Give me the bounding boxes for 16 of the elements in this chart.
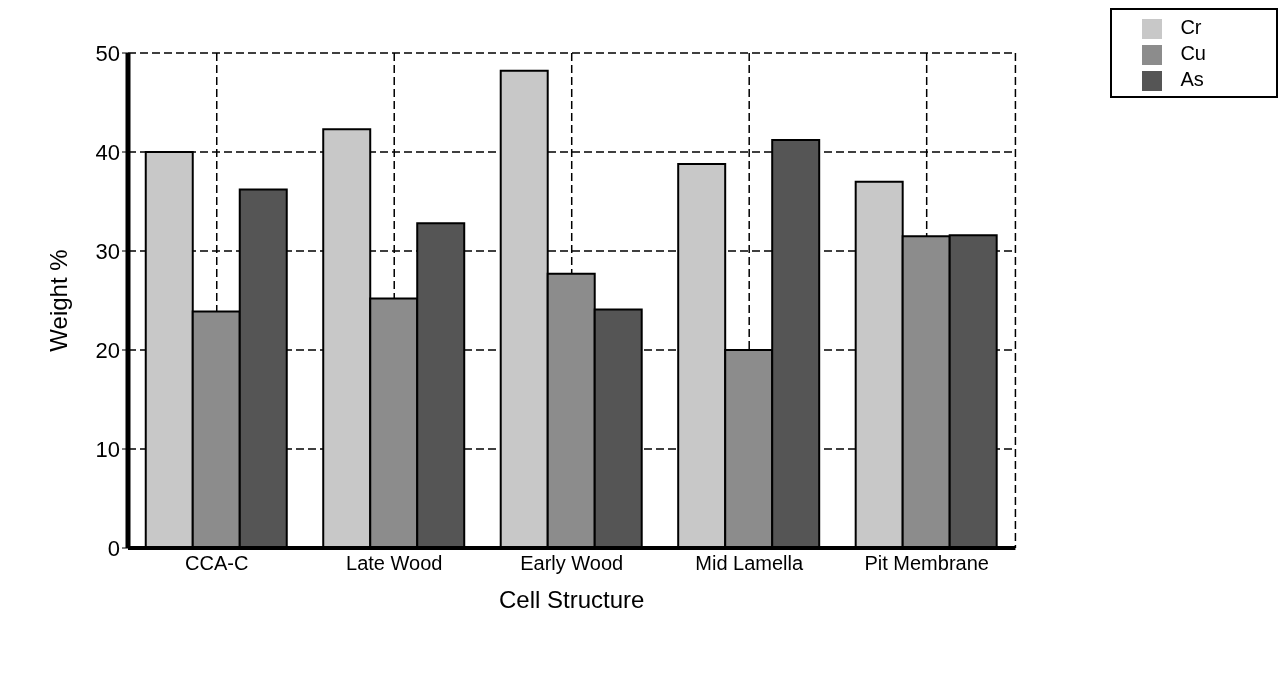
y-tick-label: 0 (107, 535, 120, 561)
legend-label: Cu (1180, 42, 1206, 64)
x-axis-title: Cell Structure (499, 586, 645, 613)
x-tick-label: CCA-C (185, 552, 249, 575)
y-tick-label: 10 (95, 436, 120, 462)
x-tick-label: Mid Lamella (695, 552, 804, 575)
y-tick-label: 40 (95, 139, 120, 165)
y-tick-label: 20 (95, 337, 120, 363)
y-tick-label: 30 (95, 238, 120, 264)
legend-label: As (1180, 68, 1204, 90)
y-axis-title: Weight % (44, 249, 72, 352)
legend-label: Cr (1180, 16, 1202, 38)
x-tick-label: Pit Membrane (864, 552, 989, 575)
x-tick-label: Late Wood (346, 552, 443, 575)
y-tick-label: 50 (95, 40, 120, 66)
x-tick-label: Early Wood (520, 552, 624, 575)
